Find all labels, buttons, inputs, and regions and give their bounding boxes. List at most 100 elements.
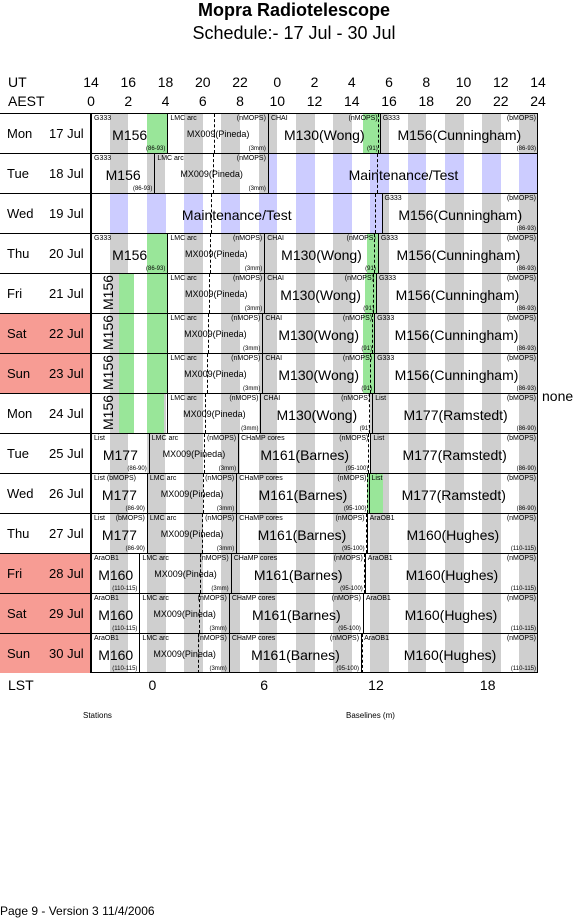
observation-block: CHaMP cores (nMOPS) (95-100) M161(Barnes): [238, 434, 370, 473]
hour-stripe: [444, 114, 464, 153]
observation-block: CHaMP cores (nMOPS) (95-100) M161(Barnes): [236, 474, 368, 513]
hour-stripe: [184, 474, 203, 513]
lst-tick: 12: [368, 677, 384, 693]
day-date: 19 Jul: [49, 206, 84, 221]
mode-label: (bMOPS): [506, 275, 536, 282]
hour-stripe: [482, 354, 501, 393]
lst-marker: [211, 194, 213, 233]
mode-label: (nMOPS): [333, 555, 363, 562]
lst-marker: [201, 514, 203, 553]
project-label-vertical: M156: [100, 314, 116, 350]
band-label: (110-115): [510, 666, 536, 672]
mode-label: (bMOPS): [506, 435, 536, 442]
hour-stripe: [295, 554, 315, 593]
lst-marker: [197, 634, 199, 673]
band-label: (86-93): [516, 346, 536, 352]
project-label: M130(Wong): [276, 407, 358, 423]
hour-stripe: [519, 474, 538, 513]
day-name: Thu: [7, 246, 30, 261]
day-date: 27 Jul: [49, 526, 84, 541]
day-cell: Thu 27 Jul: [0, 514, 91, 553]
hour-stripe: [407, 354, 427, 393]
schedule-row: Sun 23 Jul M156 LMC arc (nMOPS) (3mm) MX009(Pi…: [0, 353, 538, 393]
source-label: G333: [384, 195, 402, 202]
hour-stripe: [333, 474, 352, 513]
band-label: (86-93): [146, 266, 166, 272]
project-label: M161(Barnes): [251, 647, 340, 663]
observation-block: CHaMP cores (nMOPS) (95-100) M161(Barnes): [228, 634, 361, 673]
observation-block: M156: [91, 394, 167, 433]
day-date: 24 Jul: [49, 406, 84, 421]
band-label: (3mm): [243, 386, 261, 392]
day-date: 18 Jul: [49, 166, 84, 181]
mode-label: (nMOPS): [342, 315, 373, 322]
source-label: List: [94, 515, 105, 522]
hour-stripe: [109, 234, 129, 273]
day-name: Sun: [7, 366, 31, 381]
mode-label: (nMOPS): [339, 435, 369, 442]
band-label: (86-90): [125, 546, 145, 552]
project-label: M160: [98, 567, 134, 583]
source-label: CHaMP cores: [239, 475, 283, 482]
hour-stripe: [407, 234, 427, 273]
lst-tick: 18: [479, 677, 496, 693]
band-label: (110-115): [112, 586, 138, 592]
hour-stripe: [482, 634, 501, 673]
hour-stripe: [221, 274, 240, 313]
hour-stripe: [184, 314, 203, 353]
band-label: (91): [363, 306, 374, 312]
aest-tick: 18: [418, 93, 435, 109]
hour-stripe: [258, 634, 278, 673]
project-label: M156: [112, 247, 148, 263]
mode-label: (nMOPS): [506, 515, 536, 522]
project-label-vertical: M156: [100, 394, 116, 430]
mode-label: (nMOPS): [341, 395, 371, 402]
maintenance-stripe: [221, 194, 240, 233]
aest-tick: 6: [198, 93, 207, 109]
source-label: List (bMOPS): [94, 475, 137, 482]
project-label: MX009(Pineda): [184, 329, 247, 339]
observation-block: LMC arc (nMOPS) (3mm) MX009(Pineda): [146, 474, 236, 513]
mode-label: (nMOPS): [506, 635, 536, 642]
day-cell: Wed 19 Jul: [0, 194, 91, 233]
observation-block: M156: [91, 314, 167, 353]
hour-stripe: [109, 594, 129, 633]
observation-block: LMC arc (nMOPS) (3mm) MX009(Pineda): [167, 354, 262, 393]
source-label: List: [371, 475, 383, 482]
project-label: M161(Barnes): [260, 447, 350, 463]
aest-tick: 14: [343, 93, 360, 109]
hour-stripe: [221, 354, 240, 393]
project-label: M156(Cunningham): [395, 287, 520, 303]
project-label: M130(Wong): [283, 127, 365, 143]
aest-tick: 10: [269, 93, 286, 109]
hour-stripe: [295, 114, 315, 153]
green-band: [146, 354, 168, 393]
project-label: MX009(Pineda): [186, 129, 250, 139]
project-label: M160(Hughes): [404, 607, 498, 623]
project-label-vertical: M156: [100, 274, 116, 310]
observation-block: CHAI (nMOPS) (91) M130(Wong): [262, 354, 374, 393]
project-label: M160(Hughes): [406, 527, 500, 543]
hour-stripe: [258, 354, 263, 393]
hour-stripe: [370, 514, 389, 553]
observation-block: G333 (bMOPS) (86-93) M156(Cunningham): [375, 274, 538, 313]
ut-tick: 12: [492, 74, 509, 90]
source-label: LMC arc: [151, 435, 179, 442]
ut-tick: 6: [385, 74, 393, 90]
hour-stripe: [258, 554, 278, 593]
mode-label: (bMOPS): [506, 475, 536, 482]
hour-stripe: [258, 434, 278, 473]
hour-stripe: [370, 434, 389, 473]
hour-stripe: [146, 154, 155, 193]
lst-marker: [213, 114, 215, 153]
lst-marker: [371, 314, 373, 353]
hour-stripe: [295, 234, 315, 273]
hour-stripe: [184, 514, 203, 553]
project-label: M130(Wong): [280, 287, 361, 303]
hour-stripe: [519, 434, 538, 473]
band-label: (86-93): [516, 266, 536, 272]
hour-stripe: [407, 554, 427, 593]
day-cell: Fri 28 Jul: [0, 554, 91, 593]
source-label: CHAI: [270, 115, 288, 122]
ut-tick: 8: [422, 74, 431, 90]
